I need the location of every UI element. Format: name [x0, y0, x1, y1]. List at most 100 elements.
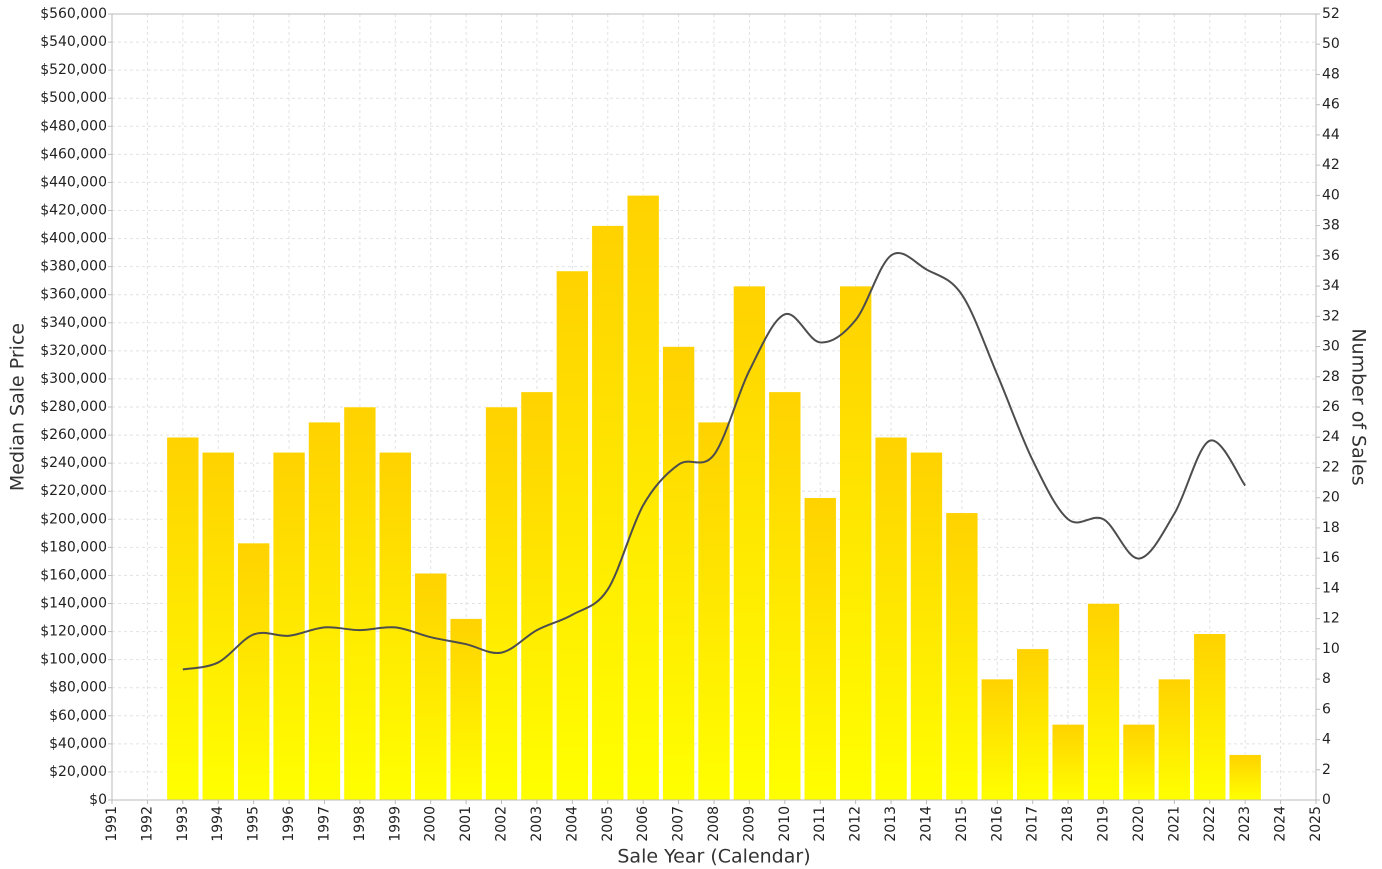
- y-tick-label: $360,000: [40, 287, 107, 303]
- y-tick-label: $420,000: [40, 203, 107, 219]
- bar: [804, 497, 837, 801]
- bar: [343, 406, 377, 801]
- x-tick-label: 2007: [671, 806, 687, 842]
- y-tick-label: $520,000: [40, 62, 107, 78]
- y-tick-label: $120,000: [40, 624, 107, 640]
- bar: [626, 195, 660, 801]
- x-tick-label: 2018: [1060, 806, 1076, 842]
- x-tick-label: 1991: [104, 806, 120, 842]
- x-tick-label: 1993: [175, 806, 191, 842]
- y2-tick-label: 38: [1322, 218, 1340, 234]
- y-tick-label: $240,000: [40, 455, 107, 471]
- x-tick-label: 2024: [1273, 806, 1289, 842]
- y-tick-label: $300,000: [40, 371, 107, 387]
- y-tick-label: $180,000: [40, 539, 107, 555]
- x-tick-label: 1992: [139, 806, 155, 842]
- bar: [1193, 633, 1226, 801]
- bar: [662, 346, 695, 801]
- bar: [591, 225, 624, 801]
- price-line: [182, 252, 1247, 671]
- bar: [945, 512, 979, 801]
- x-tick-label: 2016: [989, 806, 1005, 842]
- y2-tick-label: 8: [1322, 671, 1331, 687]
- x-tick-label: 2022: [1202, 806, 1218, 842]
- y2-tick-label: 18: [1322, 520, 1340, 536]
- bar: [839, 285, 872, 801]
- y2-tick-label: 46: [1322, 97, 1340, 113]
- x-tick-label: 2012: [848, 806, 864, 842]
- bar: [1087, 603, 1120, 801]
- x-tick-label: 1998: [352, 806, 368, 842]
- x-tick-label: 2025: [1308, 806, 1324, 842]
- bar: [166, 436, 200, 801]
- x-tick-label: 1995: [246, 806, 262, 842]
- y2-tick-label: 50: [1322, 36, 1340, 52]
- y-tick-label: $540,000: [40, 34, 107, 50]
- y2-tick-label: 42: [1322, 157, 1340, 173]
- bar: [237, 542, 270, 801]
- bar: [1051, 724, 1085, 801]
- y-axis-title: Median Sale Price: [7, 323, 29, 491]
- bar: [874, 436, 908, 801]
- x-tick-label: 2023: [1237, 806, 1253, 842]
- bar: [520, 391, 554, 801]
- y-tick-label: $0: [89, 792, 107, 808]
- x-tick-label: 2004: [564, 806, 580, 842]
- y2-tick-label: 30: [1322, 339, 1340, 355]
- y-tick-label: $200,000: [40, 511, 107, 527]
- y2-tick-label: 20: [1322, 490, 1340, 506]
- x-tick-label: 1996: [281, 806, 297, 842]
- bar: [414, 573, 447, 801]
- x-tick-label: 2021: [1166, 806, 1182, 842]
- y-tick-label: $160,000: [40, 567, 107, 583]
- bar: [1122, 724, 1156, 801]
- line-layer: [182, 252, 1247, 671]
- y2-tick-label: 16: [1322, 550, 1340, 566]
- y-tick-label: $100,000: [40, 652, 107, 668]
- y2-tick-label: 52: [1322, 6, 1340, 22]
- bar: [733, 285, 766, 801]
- bar: [272, 452, 306, 801]
- y2-tick-label: 24: [1322, 429, 1340, 445]
- y2-tick-label: 32: [1322, 308, 1340, 324]
- y-tick-label: $500,000: [40, 90, 107, 106]
- x-tick-label: 1999: [387, 806, 403, 842]
- x-tick-label: 2015: [954, 806, 970, 842]
- x-tick-label: 2009: [741, 806, 757, 842]
- y2-tick-label: 12: [1322, 611, 1340, 627]
- y2-tick-label: 36: [1322, 248, 1340, 264]
- y-tick-label: $140,000: [40, 596, 107, 612]
- y-tick-label: $260,000: [40, 427, 107, 443]
- y2-axis-title: Number of Sales: [1348, 328, 1370, 485]
- x-tick-label: 2010: [777, 806, 793, 842]
- y2-tick-label: 34: [1322, 278, 1340, 294]
- y2-tick-label: 14: [1322, 580, 1340, 596]
- y-tick-label: $440,000: [40, 174, 107, 190]
- y2-tick-label: 10: [1322, 641, 1340, 657]
- x-tick-label: 2017: [1025, 806, 1041, 842]
- x-tick-label: 2020: [1131, 806, 1147, 842]
- y2-tick-label: 2: [1322, 762, 1331, 778]
- x-tick-label: 2011: [812, 806, 828, 842]
- bar: [485, 406, 518, 801]
- y-tick-label: $560,000: [40, 6, 107, 22]
- y-tick-label: $60,000: [49, 708, 107, 724]
- bar: [768, 391, 802, 801]
- y-tick-label: $400,000: [40, 231, 107, 247]
- y-tick-label: $480,000: [40, 118, 107, 134]
- x-tick-label: 2005: [600, 806, 616, 842]
- axis-layer: $0 $20,000 $40,000 $60,000 $80,000 $100,000 $1…: [40, 6, 1340, 842]
- x-tick-label: 2019: [1096, 806, 1112, 842]
- bar: [981, 678, 1014, 801]
- y-tick-label: $380,000: [40, 259, 107, 275]
- bar-layer: [166, 195, 1262, 801]
- bar: [556, 270, 589, 801]
- x-axis-title: Sale Year (Calendar): [617, 846, 810, 868]
- x-tick-label: 2014: [918, 806, 934, 842]
- y2-tick-label: 44: [1322, 127, 1340, 143]
- y2-tick-label: 22: [1322, 459, 1340, 475]
- y2-tick-label: 26: [1322, 399, 1340, 415]
- y-tick-label: $20,000: [49, 764, 107, 780]
